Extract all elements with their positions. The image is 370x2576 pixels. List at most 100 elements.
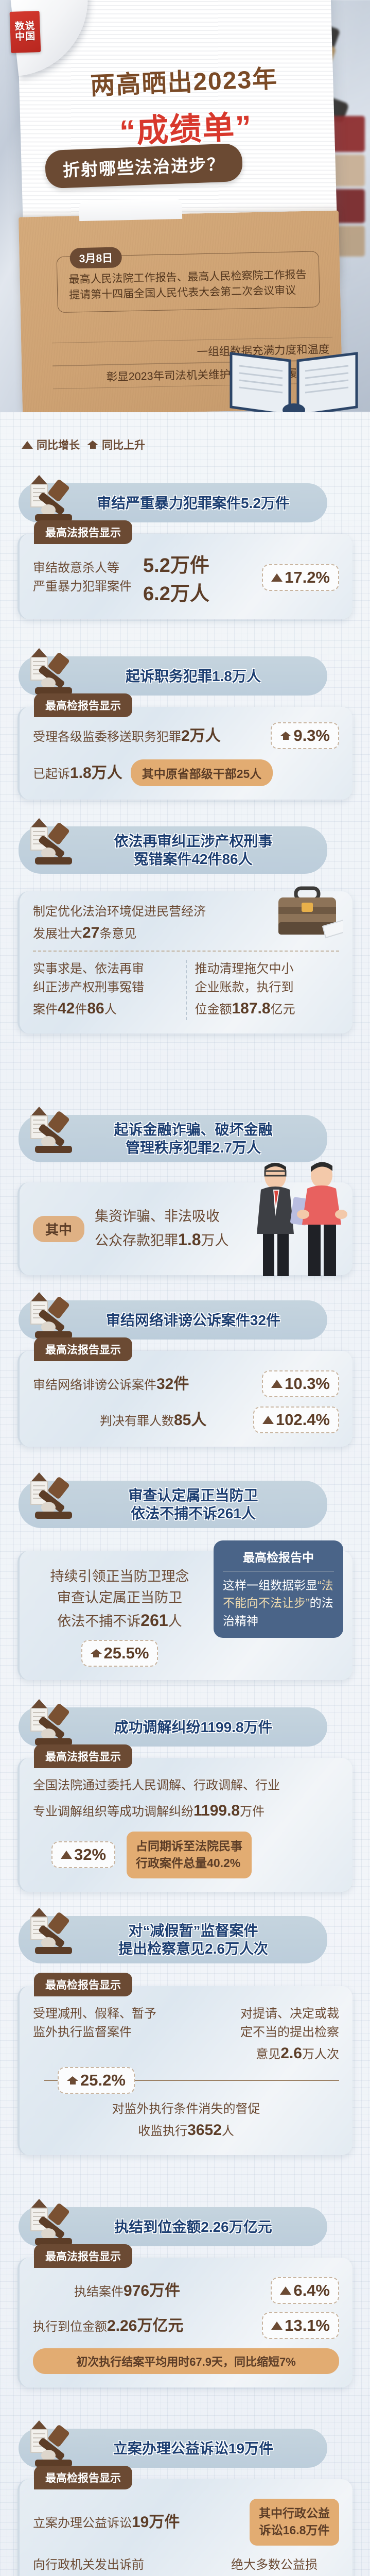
change-value: 32% — [74, 1845, 107, 1864]
gavel-icon — [30, 1472, 72, 1519]
section-header: 依法再审纠正涉产权刑事 冤错案件42件86人 — [0, 818, 370, 891]
stat-card: 最高检报告显示 受理减刑、假释、暂予 监外执行监督案件 对提请、决定或裁 定不当… — [17, 1973, 353, 2155]
folder-tab — [79, 198, 183, 222]
triangle-up-icon — [61, 1851, 72, 1859]
note-line-2-b: 条意见 — [99, 927, 137, 941]
legend-item-growth: 同比增长 — [22, 437, 80, 452]
bottom-line-2-a: 收监执行 — [138, 2124, 188, 2138]
col1-line-2: 纠正涉产权刑事冤错 — [33, 980, 144, 994]
body-block: 全国法院通过委托人民调解、行政调解、行业 专业调解组织等成功调解纠纷1199.8… — [33, 1776, 339, 1822]
quote-body: 这样一组数据彰显“法不能向不法让步”的法治精神 — [223, 1577, 334, 1630]
stat-label-line-1: 审结故意杀人等 — [33, 561, 119, 575]
legend: 同比增长 同比上升 — [22, 437, 145, 452]
section-header: 成功调解纠纷1199.8万件 — [0, 1699, 370, 1758]
briefcase-icon — [278, 886, 343, 939]
change-value-2: 102.4% — [275, 1411, 330, 1429]
bottom-number: 3652 — [187, 2122, 222, 2139]
triangle-up-icon — [262, 1416, 274, 1424]
stat-row-1-value: 19万件 — [132, 2513, 180, 2531]
change-value: 17.2% — [285, 568, 330, 586]
gavel-icon — [30, 1908, 72, 1954]
section-pill: 依法再审纠正涉产权刑事 冤错案件42件86人 — [19, 826, 327, 874]
left-line-3-b: 人 — [168, 1614, 182, 1629]
stat-label: 审结故意杀人等 严重暴力犯罪案件 — [33, 559, 132, 596]
left-block: 持续引领正当防卫理念 审查认定属正当防卫 依法不捕不诉261人 25.5% — [33, 1566, 206, 1667]
section-pill: 对“减假暂”监督案件 提出检察意见2.6万人次 — [19, 1916, 327, 1963]
change-value-1: 6.4% — [293, 2281, 330, 2299]
body-line-2: 专业调解组织等成功调解纠纷1199.8万件 — [33, 1799, 339, 1822]
section-parole-supervision: 对“减假暂”监督案件 提出检察意见2.6万人次 最高检报告显示 受理减刑、假释、… — [0, 1908, 370, 2155]
intro-text: 最高人民法院工作报告、最高人民检察院工作报告提请第十四届全国人民代表大会第二次会… — [68, 268, 307, 301]
col2-line-3-b: 亿元 — [270, 1003, 295, 1016]
home-up-icon — [67, 2076, 78, 2084]
change-value-1: 10.3% — [285, 1375, 330, 1393]
col2-line-1: 推动清理拖欠中小 — [195, 962, 294, 976]
stat-row-2-label: 已起诉 — [33, 767, 70, 781]
stat-card: 最高检报告显示 受理各级监委移送职务犯罪2万人 9.3% 已起诉1.8万人 其中… — [17, 693, 353, 800]
stat-row-2-chip: 其中原省部级干部25人 — [130, 759, 273, 786]
home-up-icon — [87, 440, 98, 449]
quote-highlight: “法不能向不法让步” — [223, 1578, 333, 1610]
left-line-1: 持续引领正当防卫理念 — [50, 1569, 189, 1584]
section-public-interest: 立案办理公益诉讼19万件 最高检报告显示 立案办理公益诉讼19万件 其中行政公益 — [0, 2420, 370, 2576]
stat-row-1: 受理各级监委移送职务犯罪2万人 — [33, 724, 221, 748]
note-block: 制定优化法治环境促进民营经济 发展壮大27条意见 — [33, 903, 249, 944]
change-badge: 17.2% — [262, 564, 339, 591]
section-header: 起诉金融诈骗、破坏金融 管理秩序犯罪2.7万人 — [0, 1107, 370, 1182]
stat-row-2: 执行到位金额2.26万亿元 — [33, 2314, 183, 2337]
stat-row-2: 已起诉1.8万人 — [33, 761, 122, 785]
section-title: 起诉金融诈骗、破坏金融 管理秩序犯罪2.7万人 — [60, 1121, 286, 1157]
left-number: 261 — [140, 1611, 168, 1630]
stat-row-2-label: 判决有罪人数 — [100, 1414, 174, 1428]
source-tag: 最高法报告显示 — [34, 2244, 132, 2268]
stat-row-2-value: 85人 — [174, 1411, 207, 1429]
stat-value-2: 6.2万人 — [143, 583, 209, 605]
stat-card: 最高法报告显示 执结案件976万件 6.4% 执行到位金额2.26万亿元 13.… — [17, 2244, 353, 2387]
bottom-line-1: 对监外执行条件消失的督促 — [112, 2102, 260, 2116]
legend-item-rise: 同比上升 — [87, 437, 145, 452]
col1-number-2: 86 — [87, 1000, 104, 1017]
section-title: 审结严重暴力犯罪案件5.2万件 — [97, 495, 290, 511]
section-property-rights: 依法再审纠正涉产权刑事 冤错案件42件86人 — [0, 818, 370, 1033]
column-right: 对提请、决定或裁 定不当的提出检察 意见2.6万人次 — [191, 2005, 339, 2065]
col1-line-3-a: 案件 — [33, 1003, 58, 1016]
page-subtitle: 折射哪些法治进步？ — [44, 143, 243, 189]
gavel-icon — [30, 1699, 72, 1745]
section-title-line-1: 对“减假暂”监督案件 — [128, 1923, 258, 1939]
stat-row-2-value: 1.8万人 — [70, 764, 122, 782]
change-badge-2: 102.4% — [253, 1406, 339, 1433]
col1-line-1: 向行政机关发出诉前 — [33, 2557, 144, 2572]
section-title-line-2: 冤错案件42件86人 — [134, 851, 253, 867]
col2-line-3-b: 万人次 — [302, 2047, 339, 2061]
quote-body-a: 这样一组数据彰显 — [223, 1578, 318, 1592]
two-people-icon — [257, 1162, 347, 1276]
col2-line-2: 定不当的提出检察 — [240, 2025, 339, 2039]
page-title: 两高晒出2023年 “成绩单” — [0, 55, 370, 156]
stat-row-1: 执结案件976万件 — [74, 2279, 180, 2302]
note-number: 27 — [82, 924, 100, 941]
col1-line-2: 监外执行监督案件 — [33, 2025, 132, 2039]
detail-line-2-a: 公众存款犯罪 — [95, 1232, 179, 1248]
gavel-icon — [30, 648, 72, 694]
stat-card: 最高法报告显示 审结故意杀人等 严重暴力犯罪案件 5.2万件 6.2万人 17.… — [17, 520, 353, 619]
col2-line-3: 位金额187.8亿元 — [195, 997, 340, 1020]
col2-number: 187.8 — [232, 1000, 271, 1017]
col1-line-1: 受理减刑、假释、暂予 — [33, 2007, 156, 2021]
left-line-3: 依法不捕不诉261人 — [33, 1608, 206, 1633]
section-header: 起诉职务犯罪1.8万人 — [0, 648, 370, 707]
col1-line-1: 实事求是、依法再审 — [33, 962, 144, 976]
stat-card: 最高法报告显示 全国法院通过委托人民调解、行政调解、行业 专业调解组织等成功调解… — [17, 1744, 353, 1892]
gavel-icon — [30, 1292, 72, 1338]
section-title: 执结到位金额2.26万亿元 — [114, 2218, 272, 2235]
column-right: 绝大多数公益损 害问题在诉前得 到解决 — [231, 2556, 339, 2576]
col1-number-1: 42 — [58, 1000, 75, 1017]
content-body: 同比增长 同比上升 审结严重暴力犯罪案件5.2万件 最高法报告显示 — [0, 412, 370, 2576]
stat-row-2-label: 执行到位金额 — [33, 2319, 107, 2334]
source-tag: 最高法报告显示 — [34, 520, 132, 544]
bottom-line-2-b: 人 — [221, 2124, 234, 2138]
section-header: 立案办理公益诉讼19万件 — [0, 2420, 370, 2479]
col2-line-3: 意见2.6万人次 — [191, 2042, 339, 2065]
section-pill: 审结网络诽谤公诉案件32件 — [19, 1300, 327, 1340]
stat-card: 制定优化法治环境促进民营经济 发展壮大27条意见 实事求是、依法再审 纠正涉产权… — [17, 886, 353, 1033]
section-title: 起诉职务犯罪1.8万人 — [126, 668, 261, 684]
